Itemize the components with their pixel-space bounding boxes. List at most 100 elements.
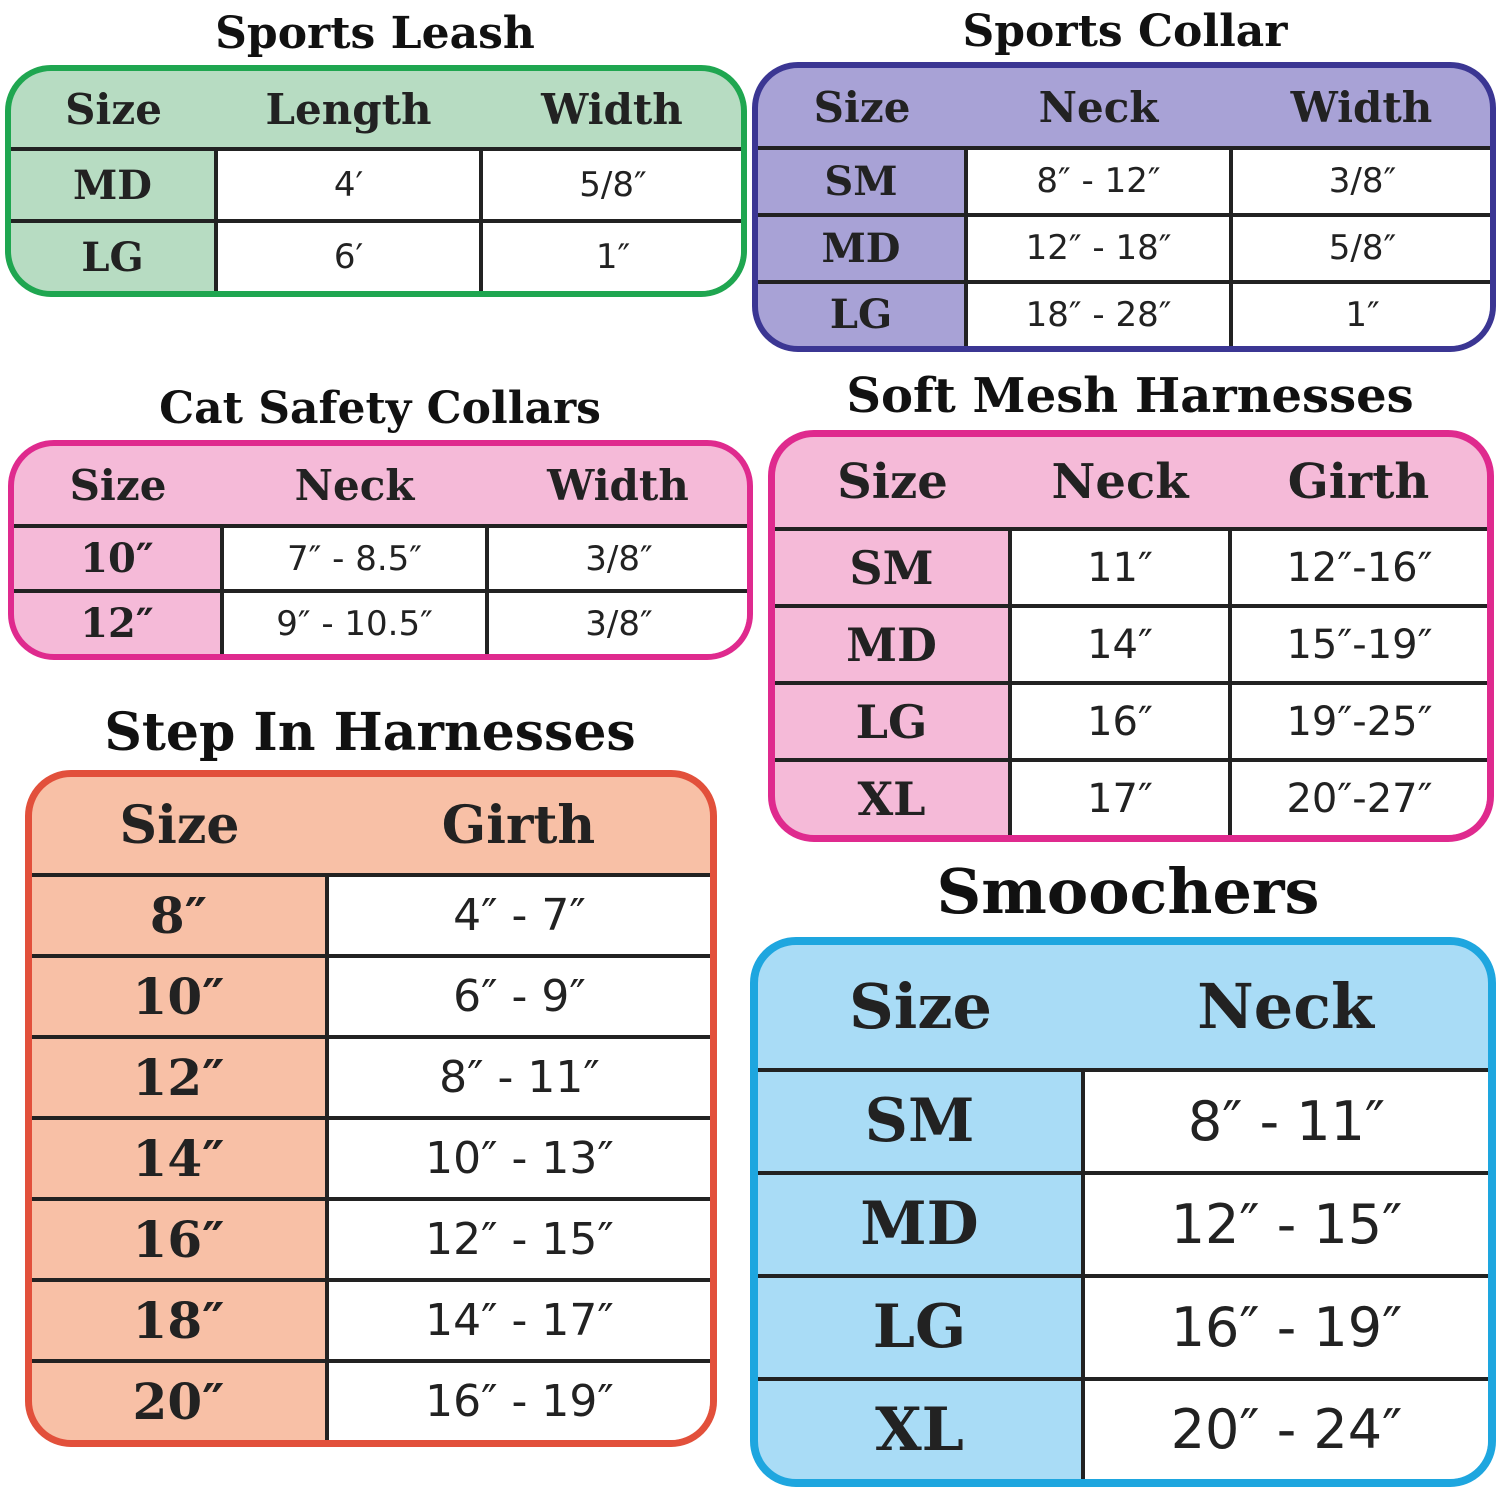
- size-cell: 12″: [32, 1035, 327, 1119]
- cat-safety-collars-title: Cat Safety Collars: [159, 383, 601, 434]
- table-row: MD 12″ - 18″ 5/8″: [758, 212, 1490, 282]
- size-cell: 14″: [32, 1116, 327, 1200]
- value-cell: 3/8″: [1229, 146, 1490, 215]
- value-cell: 16″ - 19″: [1081, 1273, 1488, 1379]
- size-cell: 18″: [32, 1278, 327, 1362]
- value-cell: 8″ - 11″: [1081, 1068, 1488, 1173]
- size-cell: XL: [775, 758, 1010, 835]
- table-row: SM 8″ - 11″: [758, 1068, 1488, 1173]
- size-cell: XL: [758, 1376, 1083, 1479]
- sports-leash-table: Size Length Width MD 4′ 5/8″ LG 6′ 1″: [5, 65, 747, 297]
- table-row: LG 6′ 1″: [11, 219, 741, 291]
- value-cell: 18″ - 28″: [964, 279, 1231, 346]
- smoochers-table: Size Neck SM 8″ - 11″ MD 12″ - 15″ LG 16″ - 19″…: [750, 937, 1496, 1487]
- size-cell: LG: [775, 681, 1010, 761]
- table-row: 12″ 9″ - 10.5″ 3/8″: [14, 589, 747, 654]
- size-table: Size Neck SM 8″ - 11″ MD 12″ - 15″ LG 16″ - 19″…: [758, 945, 1488, 1479]
- value-cell: 15″-19″: [1228, 604, 1487, 684]
- value-cell: 8″ - 12″: [964, 146, 1231, 215]
- size-table: Size Girth 8″ 4″ - 7″ 10″ 6″ - 9″ 12″ 8″ - 11″ 1…: [32, 777, 710, 1440]
- size-cell: LG: [758, 279, 966, 346]
- value-cell: 17″: [1008, 758, 1230, 835]
- table-row: 12″ 8″ - 11″: [32, 1035, 710, 1119]
- size-cell: SM: [758, 1068, 1083, 1173]
- value-cell: 1″: [1229, 279, 1490, 346]
- value-cell: 11″: [1008, 526, 1230, 607]
- header-row: Size Neck Girth: [775, 437, 1487, 529]
- size-cell: 8″: [32, 872, 327, 957]
- value-cell: 20″-27″: [1228, 758, 1487, 835]
- value-cell: 8″ - 11″: [325, 1035, 710, 1119]
- value-cell: 16″ - 19″: [325, 1359, 710, 1440]
- soft-mesh-harnesses-title: Soft Mesh Harnesses: [846, 368, 1414, 424]
- value-cell: 6′: [214, 219, 481, 291]
- value-cell: 3/8″: [485, 523, 747, 592]
- table-row: MD 12″ - 15″: [758, 1170, 1488, 1276]
- value-cell: 5/8″: [1229, 212, 1490, 282]
- column-header-width: Width: [541, 84, 683, 134]
- value-cell: 14″: [1008, 604, 1230, 684]
- value-cell: 4′: [214, 146, 481, 222]
- step-in-harnesses-table: Size Girth 8″ 4″ - 7″ 10″ 6″ - 9″ 12″ 8″ - 11″ 1…: [25, 770, 717, 1447]
- column-header-size: Size: [119, 794, 240, 856]
- smoochers-title: Smoochers: [936, 855, 1320, 928]
- table-row: MD 4′ 5/8″: [11, 146, 741, 222]
- value-cell: 4″ - 7″: [325, 872, 710, 957]
- column-header-neck: Neck: [1038, 82, 1159, 132]
- size-cell: SM: [758, 146, 966, 215]
- column-header-neck: Neck: [1197, 970, 1374, 1043]
- table-row: 8″ 4″ - 7″: [32, 872, 710, 957]
- value-cell: 19″-25″: [1228, 681, 1487, 761]
- header-row: Size Neck Width: [758, 68, 1490, 148]
- size-cell: MD: [758, 1170, 1083, 1276]
- size-cell: LG: [11, 219, 216, 291]
- table-row: 10″ 6″ - 9″: [32, 954, 710, 1038]
- table-row: XL 17″ 20″-27″: [775, 758, 1487, 835]
- column-header-size: Size: [69, 460, 167, 510]
- value-cell: 14″ - 17″: [325, 1278, 710, 1362]
- soft-mesh-harnesses-table: Size Neck Girth SM 11″ 12″-16″ MD 14″ 15″-19″ LG 1…: [768, 430, 1494, 842]
- size-cell: LG: [758, 1273, 1083, 1379]
- size-cell: 16″: [32, 1197, 327, 1281]
- size-table: Size Neck Width 10″ 7″ - 8.5″ 3/8″ 12″ 9″ - 10.…: [14, 446, 747, 654]
- table-row: 10″ 7″ - 8.5″ 3/8″: [14, 523, 747, 592]
- sports-collar-title: Sports Collar: [962, 6, 1288, 57]
- table-row: LG 16″ 19″-25″: [775, 681, 1487, 761]
- value-cell: 12″ - 15″: [325, 1197, 710, 1281]
- table-row: 16″ 12″ - 15″: [32, 1197, 710, 1281]
- table-row: 14″ 10″ - 13″: [32, 1116, 710, 1200]
- table-row: SM 8″ - 12″ 3/8″: [758, 146, 1490, 215]
- header-row: Size Neck Width: [14, 446, 747, 526]
- value-cell: 12″ - 15″: [1081, 1170, 1488, 1276]
- column-header-width: Width: [1290, 82, 1433, 132]
- sports-collar-table: Size Neck Width SM 8″ - 12″ 3/8″ MD 12″ - 18″ 5/…: [752, 62, 1496, 352]
- value-cell: 12″ - 18″: [964, 212, 1231, 282]
- size-cell: MD: [11, 146, 216, 222]
- column-header-size: Size: [849, 970, 992, 1043]
- sports-leash-title: Sports Leash: [215, 8, 535, 59]
- value-cell: 10″ - 13″: [325, 1116, 710, 1200]
- value-cell: 5/8″: [479, 146, 741, 222]
- table-row: XL 20″ - 24″: [758, 1376, 1488, 1479]
- column-header-size: Size: [837, 454, 948, 510]
- table-row: 18″ 14″ - 17″: [32, 1278, 710, 1362]
- size-cell: 10″: [32, 954, 327, 1038]
- size-cell: MD: [775, 604, 1010, 684]
- value-cell: 1″: [479, 219, 741, 291]
- value-cell: 6″ - 9″: [325, 954, 710, 1038]
- column-header-girth: Girth: [1287, 454, 1430, 510]
- value-cell: 12″-16″: [1228, 526, 1487, 607]
- cat-safety-collars-table: Size Neck Width 10″ 7″ - 8.5″ 3/8″ 12″ 9″ - 10.…: [8, 440, 753, 660]
- column-header-girth: Girth: [441, 794, 596, 856]
- value-cell: 16″: [1008, 681, 1230, 761]
- value-cell: 3/8″: [485, 589, 747, 654]
- header-row: Size Length Width: [11, 71, 741, 149]
- table-row: 20″ 16″ - 19″: [32, 1359, 710, 1440]
- column-header-neck: Neck: [294, 460, 415, 510]
- size-cell: 12″: [14, 589, 222, 654]
- size-table: Size Neck Girth SM 11″ 12″-16″ MD 14″ 15″-19″ LG 1…: [775, 437, 1487, 835]
- table-row: SM 11″ 12″-16″: [775, 526, 1487, 607]
- header-row: Size Girth: [32, 777, 710, 875]
- value-cell: 20″ - 24″: [1081, 1376, 1488, 1479]
- table-row: LG 16″ - 19″: [758, 1273, 1488, 1379]
